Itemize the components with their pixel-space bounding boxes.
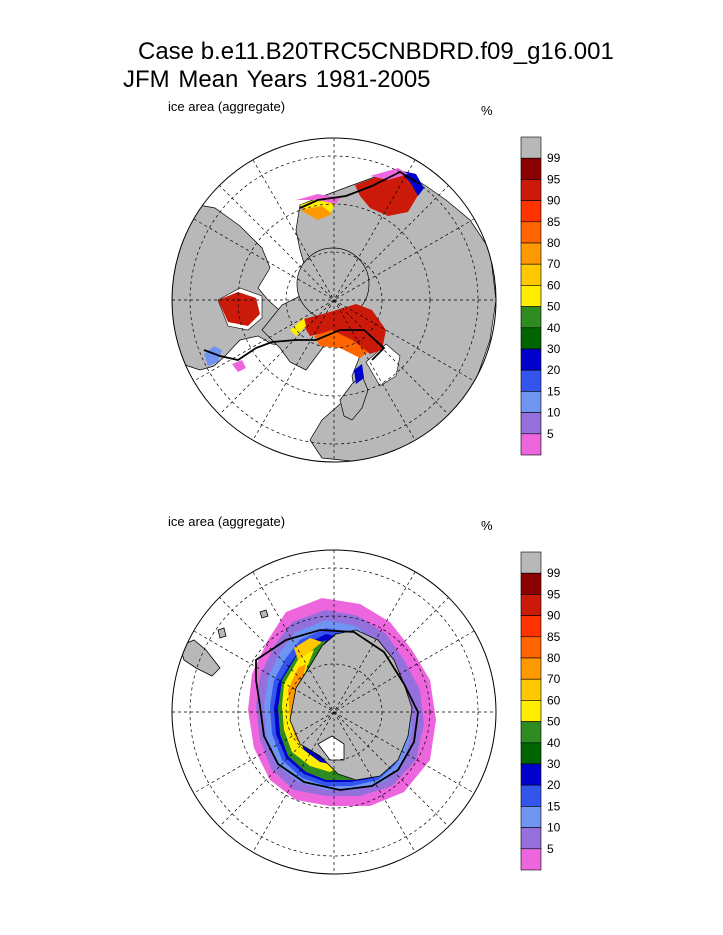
north-colorbar-swatch xyxy=(520,200,542,223)
south-graticule xyxy=(172,550,496,874)
south-colorbar-label: 10 xyxy=(547,821,561,835)
north-colorbar-swatch xyxy=(520,221,542,244)
south-colorbar-label: 90 xyxy=(547,609,561,623)
south-panel-label: ice area (aggregate) xyxy=(168,514,286,529)
north-graticule xyxy=(172,138,496,462)
south-colorbar-swatch xyxy=(520,806,542,828)
south-colorbar-label: 99 xyxy=(547,566,561,580)
south-colorbar-label: 30 xyxy=(547,757,561,771)
north-panel-unit: % xyxy=(481,103,493,118)
south-colorbar-label: 20 xyxy=(547,778,561,792)
south-land xyxy=(179,609,413,781)
south-colorbar-swatch xyxy=(520,551,542,574)
north-colorbar-swatch xyxy=(520,242,542,265)
north-panel-label: ice area (aggregate) xyxy=(168,99,286,114)
figure-title-period: JFM Mean Years 1981-2005 xyxy=(123,66,431,93)
north-colorbar-label: 50 xyxy=(547,300,561,314)
south-colorbar-label: 40 xyxy=(547,736,561,750)
north-colorbar-swatch xyxy=(520,433,542,456)
north-colorbar-swatch xyxy=(520,327,542,350)
north-colorbar-label: 90 xyxy=(547,194,561,208)
south-colorbar: 99 95 90 85 80 70 60 50 40 30 20 15 10 5 xyxy=(520,551,561,871)
south-colorbar-label: 85 xyxy=(547,630,561,644)
south-colorbar-swatch xyxy=(520,827,542,850)
south-colorbar-swatch xyxy=(520,763,542,786)
north-colorbar-label: 10 xyxy=(547,406,561,420)
north-colorbar-swatch xyxy=(520,369,542,392)
south-colorbar-swatch xyxy=(520,657,542,680)
south-polar-map xyxy=(171,549,497,875)
north-colorbar-label: 85 xyxy=(547,215,561,229)
south-colorbar-label: 5 xyxy=(547,842,554,856)
north-colorbar-label: 30 xyxy=(547,342,561,356)
south-colorbar-swatch xyxy=(520,636,542,659)
south-colorbar-label: 80 xyxy=(547,651,561,665)
figure-title-case: Case b.e11.B20TRC5CNBDRD.f09_g16.001 xyxy=(138,38,614,65)
south-colorbar-swatch xyxy=(520,700,542,722)
north-polar-map xyxy=(171,137,497,463)
north-colorbar-swatch xyxy=(520,263,542,286)
north-colorbar-label: 95 xyxy=(547,172,561,186)
south-ice-edge-line xyxy=(255,629,419,791)
south-colorbar-swatch xyxy=(520,721,542,744)
north-colorbar-swatch xyxy=(520,391,542,413)
north-colorbar-label: 15 xyxy=(547,384,561,398)
north-land xyxy=(172,169,496,462)
south-colorbar-swatch xyxy=(520,784,542,807)
south-colorbar-swatch xyxy=(520,594,542,616)
north-colorbar-swatch xyxy=(520,179,542,201)
north-colorbar: 99 95 90 85 80 70 60 50 40 30 20 15 10 5 xyxy=(520,136,561,456)
north-colorbar-swatch xyxy=(520,412,542,435)
north-colorbar-label: 5 xyxy=(547,427,554,441)
south-colorbar-swatch xyxy=(520,615,542,638)
north-colorbar-swatch xyxy=(520,136,542,159)
south-panel-unit: % xyxy=(481,518,493,533)
south-colorbar-swatch xyxy=(520,848,542,871)
south-colorbar-label: 15 xyxy=(547,799,561,813)
south-colorbar-swatch xyxy=(520,678,542,701)
south-colorbar-label: 50 xyxy=(547,715,561,729)
north-sea-ice xyxy=(204,168,424,384)
north-colorbar-label: 20 xyxy=(547,363,561,377)
north-colorbar-label: 99 xyxy=(547,151,561,165)
north-colorbar-label: 40 xyxy=(547,321,561,335)
north-colorbar-swatch xyxy=(520,157,542,180)
north-colorbar-label: 60 xyxy=(547,278,561,292)
north-colorbar-swatch xyxy=(520,348,542,371)
north-colorbar-label: 70 xyxy=(547,257,561,271)
south-colorbar-label: 70 xyxy=(547,672,561,686)
north-colorbar-swatch xyxy=(520,306,542,329)
south-colorbar-label: 60 xyxy=(547,693,561,707)
south-colorbar-swatch xyxy=(520,742,542,765)
south-colorbar-swatch xyxy=(520,572,542,595)
north-colorbar-label: 80 xyxy=(547,236,561,250)
north-colorbar-swatch xyxy=(520,285,542,307)
south-colorbar-label: 95 xyxy=(547,587,561,601)
